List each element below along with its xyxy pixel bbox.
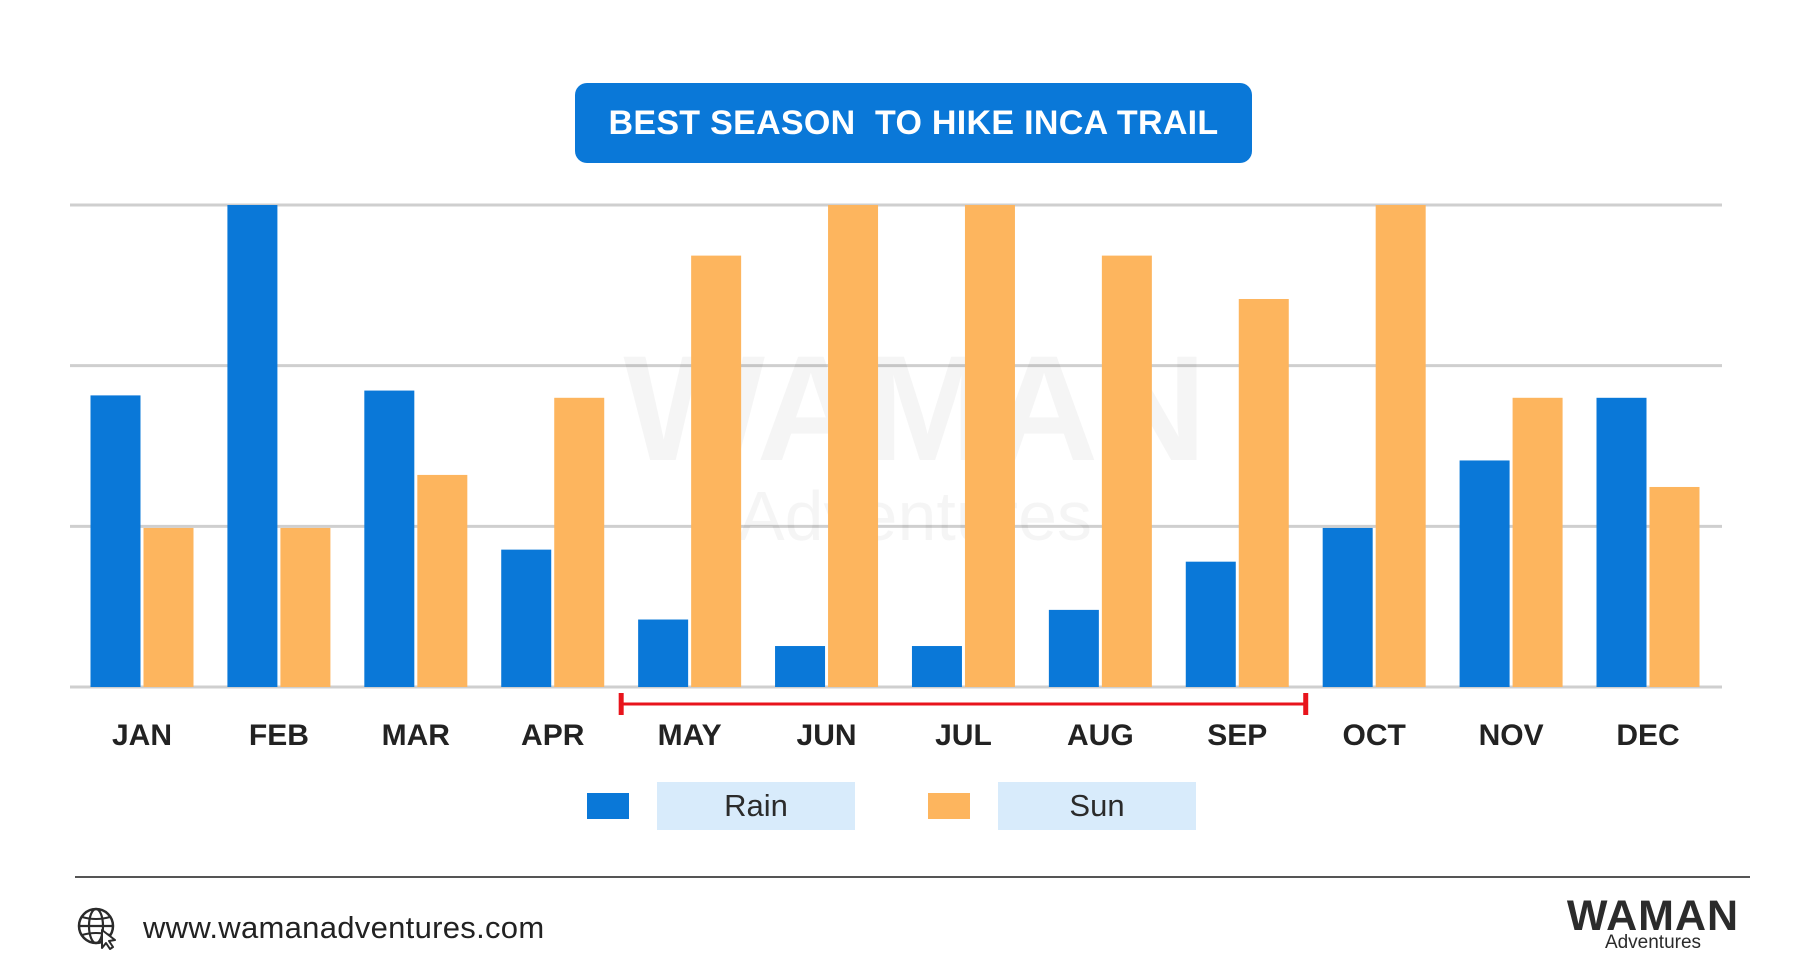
globe-cursor-icon [77,907,116,950]
x-tick-label-mar: MAR [382,719,451,752]
bar-rain-oct [1322,527,1373,687]
legend-sun-swatch [928,793,970,819]
title-banner: BEST SEASON TO HIKE INCA TRAIL [575,83,1252,163]
bar-sun-may [691,255,742,688]
x-tick-label-jun: JUN [797,719,857,752]
x-tick-label-jul: JUL [935,719,992,752]
bar-rain-aug [1048,609,1099,687]
x-tick-label-apr: APR [521,719,585,752]
x-tick-label-oct: OCT [1343,719,1406,752]
brand-logo: WAMAN Adventures [1558,894,1748,954]
brand-logo-sub: Adventures [1604,932,1702,953]
bar-sun-dec [1649,486,1700,687]
bar-sun-mar [417,474,468,687]
legend-rain-label: Rain [657,782,855,830]
bar-sun-oct [1375,205,1426,687]
bar-rain-sep [1185,561,1236,687]
bar-rain-may [638,619,689,687]
watermark-sub: Adventures [738,477,1092,555]
bar-sun-jan [143,527,194,687]
x-tick-label-nov: NOV [1479,719,1544,752]
x-tick-label-jan: JAN [112,719,172,752]
bar-rain-feb [227,205,278,687]
x-tick-label-dec: DEC [1616,719,1679,752]
bar-sun-feb [280,527,331,687]
bar-sun-jul [964,205,1015,687]
bar-rain-nov [1459,460,1510,687]
website-url[interactable]: www.wamanadventures.com [143,910,545,945]
x-tick-label-aug: AUG [1067,719,1134,752]
bar-sun-apr [554,397,605,687]
bar-rain-mar [364,390,415,687]
legend-rain-swatch [587,793,629,819]
footer-divider [75,876,1750,878]
bar-sun-nov [1512,397,1563,687]
bar-sun-jun [828,205,879,687]
chart-title: BEST SEASON TO HIKE INCA TRAIL [608,103,1219,142]
bar-rain-jul [911,646,962,687]
bar-rain-jun [775,646,826,687]
x-tick-label-feb: FEB [249,719,309,752]
bar-rain-jan [90,395,141,687]
bar-sun-sep [1238,298,1289,687]
bar-sun-aug [1101,255,1152,688]
bar-rain-apr [501,549,552,687]
x-tick-label-may: MAY [658,719,722,752]
legend-sun-label: Sun [998,782,1196,830]
bar-rain-dec [1596,397,1647,687]
x-tick-label-sep: SEP [1207,719,1267,752]
brand-logo-main: WAMAN [1566,892,1740,940]
